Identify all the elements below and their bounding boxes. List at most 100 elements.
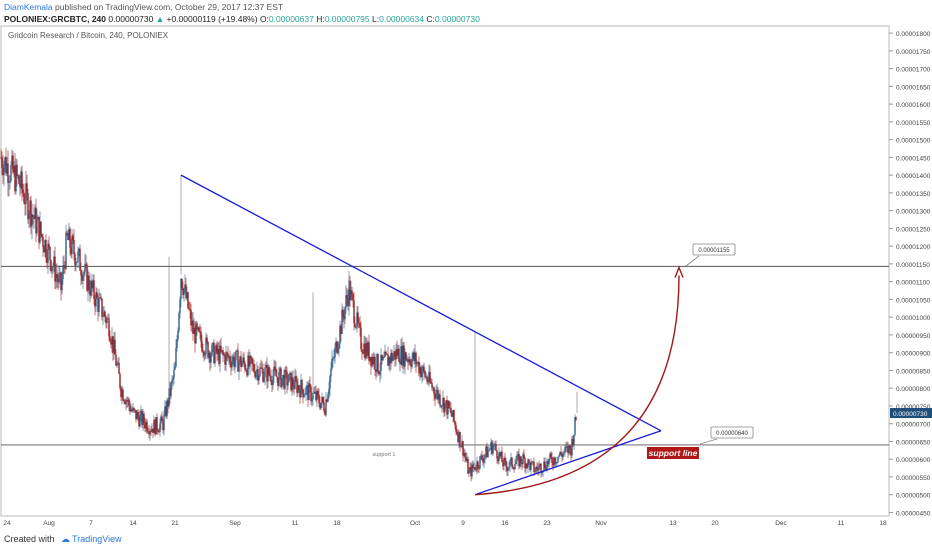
candle-body bbox=[514, 464, 516, 470]
candle-body bbox=[244, 362, 246, 370]
y-tick-label: 0.00001750 bbox=[896, 49, 931, 56]
candle-body bbox=[567, 446, 569, 454]
callout-bottom-box[interactable] bbox=[710, 426, 754, 439]
candle-body bbox=[504, 458, 506, 461]
candle-body bbox=[541, 472, 543, 474]
candle-body bbox=[525, 463, 527, 469]
candle-body bbox=[508, 466, 510, 469]
candle-body bbox=[36, 219, 38, 234]
candle-body bbox=[239, 356, 241, 363]
support-curve[interactable] bbox=[474, 275, 680, 496]
candle-body bbox=[197, 327, 199, 330]
candle-body bbox=[47, 243, 49, 264]
candle-body bbox=[161, 416, 163, 422]
candle-body bbox=[522, 454, 524, 465]
candle-body bbox=[219, 345, 221, 364]
candle-body bbox=[67, 233, 69, 240]
support-trend-line[interactable] bbox=[474, 430, 662, 496]
candle-body bbox=[218, 348, 220, 364]
candle-body bbox=[342, 309, 344, 317]
candle-body bbox=[91, 280, 93, 289]
candle-body bbox=[238, 362, 240, 372]
candle-body bbox=[216, 344, 218, 355]
candle-body bbox=[325, 399, 327, 415]
published-text: published on TradingView.com, October 29… bbox=[52, 2, 284, 12]
candle-body bbox=[420, 367, 422, 377]
support-line-label-box[interactable] bbox=[647, 447, 699, 459]
candle-body bbox=[330, 368, 332, 377]
callout-top-pointer bbox=[685, 255, 700, 267]
candle-body bbox=[437, 389, 439, 400]
candle-body bbox=[191, 320, 193, 326]
tradingview-brand[interactable]: TradingView bbox=[72, 534, 122, 544]
candle-body bbox=[492, 445, 494, 454]
x-tick-label: 9 bbox=[461, 520, 465, 527]
candle-body bbox=[506, 466, 508, 471]
candle-body bbox=[572, 438, 574, 445]
candle-body bbox=[335, 341, 337, 348]
callout-top-box[interactable] bbox=[692, 243, 736, 256]
candle-body bbox=[393, 351, 395, 357]
candle-body bbox=[333, 357, 335, 359]
x-tick-label: 14 bbox=[129, 520, 137, 527]
current-price-tag-text: 0.00000730 bbox=[893, 411, 928, 418]
candle-body bbox=[248, 355, 250, 367]
candle-body bbox=[37, 216, 39, 220]
candle-body bbox=[115, 354, 117, 366]
candle-body bbox=[87, 275, 89, 291]
candle-body bbox=[256, 369, 258, 373]
candle-body bbox=[345, 295, 347, 308]
author-link[interactable]: DiamKemala bbox=[4, 2, 53, 12]
candle-body bbox=[390, 352, 392, 364]
candle-body bbox=[149, 430, 151, 435]
candle-body bbox=[418, 362, 420, 374]
y-tick-label: 0.00001550 bbox=[896, 120, 931, 127]
candle-body bbox=[360, 327, 362, 350]
candle-body bbox=[353, 300, 355, 324]
x-tick-label: 18 bbox=[333, 520, 341, 527]
candle-body bbox=[52, 266, 54, 268]
candle-body bbox=[84, 263, 86, 273]
candle-body bbox=[404, 352, 406, 367]
candle-body bbox=[383, 356, 385, 358]
candle-body bbox=[362, 352, 364, 354]
y-tick-label: 0.00001350 bbox=[896, 191, 931, 198]
candle-body bbox=[375, 369, 377, 372]
candle-body bbox=[399, 362, 401, 365]
candle-body bbox=[456, 431, 458, 435]
candle-body bbox=[493, 445, 495, 447]
candle-body bbox=[56, 273, 58, 279]
candle-body bbox=[430, 381, 432, 384]
candle-body bbox=[3, 164, 5, 176]
candle-body bbox=[109, 336, 111, 342]
candle-body bbox=[79, 248, 81, 271]
close-value: 0.00000730 bbox=[434, 14, 480, 24]
candle-body bbox=[428, 371, 430, 383]
candle-body bbox=[174, 366, 176, 370]
candle-body bbox=[356, 312, 358, 327]
candle-body bbox=[544, 461, 546, 469]
candle-body bbox=[436, 389, 438, 394]
callout-bottom-text: 0.00000640 bbox=[716, 431, 748, 437]
candle-body bbox=[538, 465, 540, 471]
candle-body bbox=[317, 391, 319, 395]
candle-body bbox=[261, 368, 263, 369]
high-label: H: bbox=[316, 14, 325, 24]
candle-body bbox=[215, 344, 217, 353]
candle-body bbox=[131, 409, 133, 412]
candle-body bbox=[363, 343, 365, 354]
candle-body bbox=[245, 369, 247, 371]
candle-body bbox=[400, 346, 402, 365]
candle-body bbox=[236, 350, 238, 352]
candle-body bbox=[566, 446, 568, 448]
candle-body bbox=[284, 369, 286, 389]
candle-body bbox=[291, 377, 293, 391]
candle-body bbox=[365, 342, 367, 359]
candle-body bbox=[112, 336, 114, 354]
candle-body bbox=[488, 449, 490, 451]
resistance-trend-line[interactable] bbox=[180, 174, 662, 432]
candle-body bbox=[519, 456, 521, 467]
candle-body bbox=[419, 367, 421, 374]
candle-body bbox=[421, 372, 423, 377]
